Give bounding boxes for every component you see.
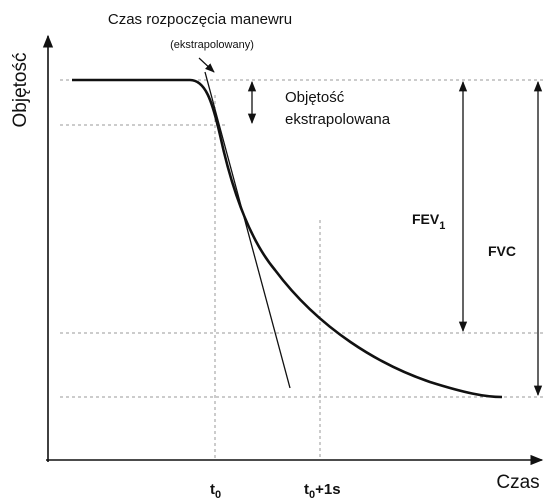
y-axis-label: Objętość (10, 53, 31, 128)
t0-label: t0 (210, 481, 221, 501)
pointer-arrow (198, 57, 215, 73)
volume-curve (72, 78, 503, 399)
t0-plus-sub: 0 (309, 489, 315, 501)
fev-sub: 1 (439, 220, 445, 232)
fev-main: FEV (412, 211, 440, 227)
start-time-label: Czas rozpoczęcia manewru (108, 11, 292, 28)
t0-sub: 0 (215, 489, 221, 501)
extrapolated-label: Objętość (285, 89, 345, 106)
t0-plus-label: t0+1s (304, 481, 341, 501)
x-axis-label: Czas (496, 472, 539, 493)
t0-main: t (210, 481, 215, 498)
tangent-line (204, 71, 291, 389)
start-time-note: (ekstrapolowany) (170, 39, 254, 51)
fvc-label: FVC (488, 243, 516, 259)
guides (60, 79, 545, 460)
fev-label: FEV1 (412, 211, 445, 232)
t0-plus-main: t (304, 481, 309, 498)
extrapolated-label: ekstrapolowana (285, 111, 391, 128)
t0-plus-rest: +1s (315, 481, 340, 498)
